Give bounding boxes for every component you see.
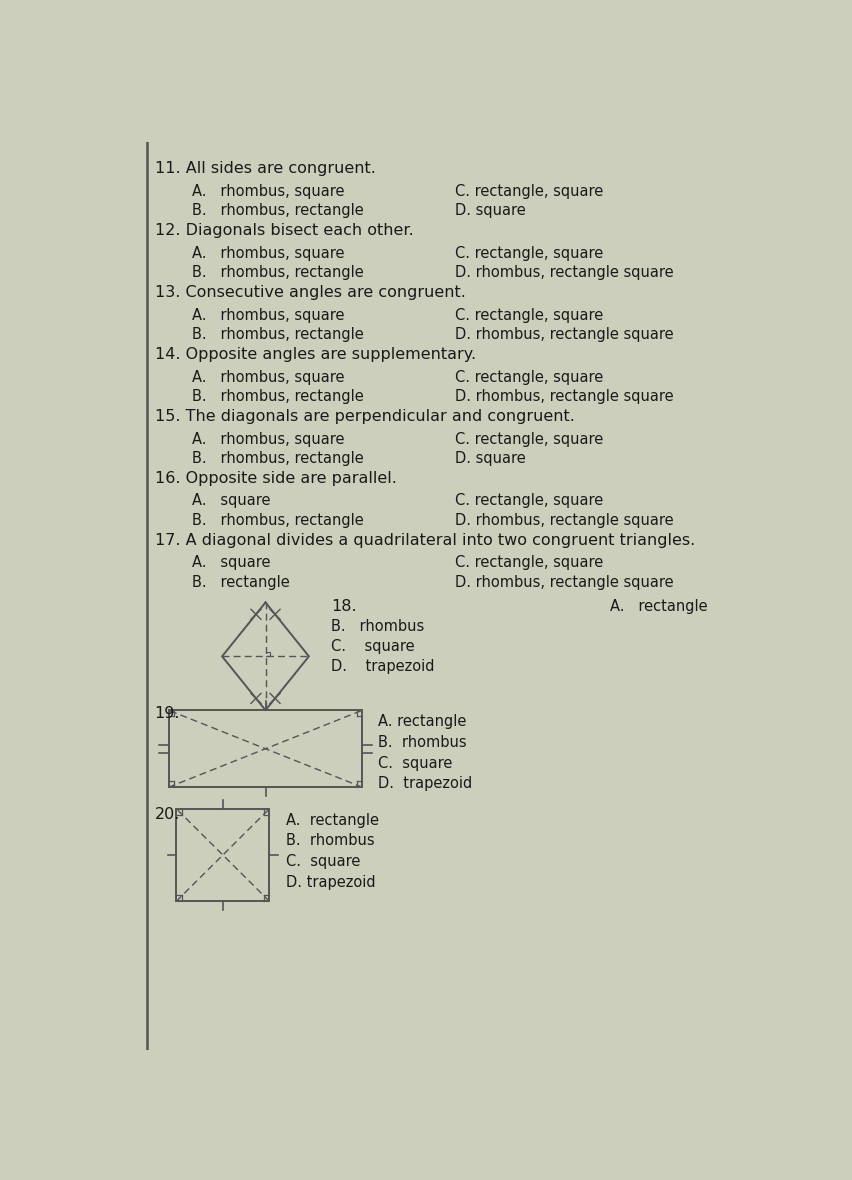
Text: 13. Consecutive angles are congruent.: 13. Consecutive angles are congruent. — [154, 284, 465, 300]
Text: D.  trapezoid: D. trapezoid — [377, 776, 471, 792]
Text: D. trapezoid: D. trapezoid — [286, 876, 376, 890]
Text: C. rectangle, square: C. rectangle, square — [455, 308, 603, 322]
Text: B.   rhombus, rectangle: B. rhombus, rectangle — [192, 513, 363, 529]
Text: A.   square: A. square — [192, 556, 270, 570]
Text: 20.: 20. — [154, 807, 180, 822]
Text: B.   rhombus, rectangle: B. rhombus, rectangle — [192, 203, 363, 218]
Text: C. rectangle, square: C. rectangle, square — [455, 245, 603, 261]
Text: C. rectangle, square: C. rectangle, square — [455, 432, 603, 446]
Text: B.   rectangle: B. rectangle — [192, 575, 290, 590]
Text: B.   rhombus, rectangle: B. rhombus, rectangle — [192, 327, 363, 342]
Text: C. rectangle, square: C. rectangle, square — [455, 493, 603, 509]
Text: 17. A diagonal divides a quadrilateral into two congruent triangles.: 17. A diagonal divides a quadrilateral i… — [154, 532, 694, 548]
Text: D. square: D. square — [455, 203, 526, 218]
Text: D. rhombus, rectangle square: D. rhombus, rectangle square — [455, 389, 673, 405]
Text: A.   rhombus, square: A. rhombus, square — [192, 245, 344, 261]
Text: 11. All sides are congruent.: 11. All sides are congruent. — [154, 160, 375, 176]
Text: A.   square: A. square — [192, 493, 270, 509]
Text: 15. The diagonals are perpendicular and congruent.: 15. The diagonals are perpendicular and … — [154, 408, 574, 424]
Text: B.   rhombus, rectangle: B. rhombus, rectangle — [192, 451, 363, 466]
Text: B.  rhombus: B. rhombus — [377, 735, 466, 749]
Text: C. rectangle, square: C. rectangle, square — [455, 556, 603, 570]
Text: D.    trapezoid: D. trapezoid — [331, 660, 435, 675]
Text: B.   rhombus, rectangle: B. rhombus, rectangle — [192, 389, 363, 405]
Text: A. rectangle: A. rectangle — [377, 714, 466, 729]
Text: D. rhombus, rectangle square: D. rhombus, rectangle square — [455, 266, 673, 280]
Text: B.   rhombus, rectangle: B. rhombus, rectangle — [192, 266, 363, 280]
Text: 18.: 18. — [331, 598, 357, 614]
Text: C. rectangle, square: C. rectangle, square — [455, 184, 603, 198]
Text: D. rhombus, rectangle square: D. rhombus, rectangle square — [455, 327, 673, 342]
Text: A.   rectangle: A. rectangle — [610, 598, 707, 614]
Text: A.   rhombus, square: A. rhombus, square — [192, 432, 344, 446]
Bar — [176, 808, 269, 902]
Text: 16. Opposite side are parallel.: 16. Opposite side are parallel. — [154, 471, 396, 486]
Text: D. rhombus, rectangle square: D. rhombus, rectangle square — [455, 513, 673, 529]
Text: D. square: D. square — [455, 451, 526, 466]
Text: C.  square: C. square — [377, 755, 452, 771]
Text: 19.: 19. — [154, 707, 180, 721]
Text: A.   rhombus, square: A. rhombus, square — [192, 184, 344, 198]
Text: B.  rhombus: B. rhombus — [286, 833, 375, 848]
Text: A.   rhombus, square: A. rhombus, square — [192, 369, 344, 385]
Text: 14. Opposite angles are supplementary.: 14. Opposite angles are supplementary. — [154, 347, 475, 362]
Text: A.   rhombus, square: A. rhombus, square — [192, 308, 344, 322]
Text: C.  square: C. square — [286, 854, 360, 870]
Text: C. rectangle, square: C. rectangle, square — [455, 369, 603, 385]
Bar — [169, 710, 362, 787]
Text: A.  rectangle: A. rectangle — [286, 813, 379, 827]
Text: 12. Diagonals bisect each other.: 12. Diagonals bisect each other. — [154, 223, 413, 238]
Text: D. rhombus, rectangle square: D. rhombus, rectangle square — [455, 575, 673, 590]
Text: C.    square: C. square — [331, 640, 415, 655]
Text: B.   rhombus: B. rhombus — [331, 620, 424, 635]
